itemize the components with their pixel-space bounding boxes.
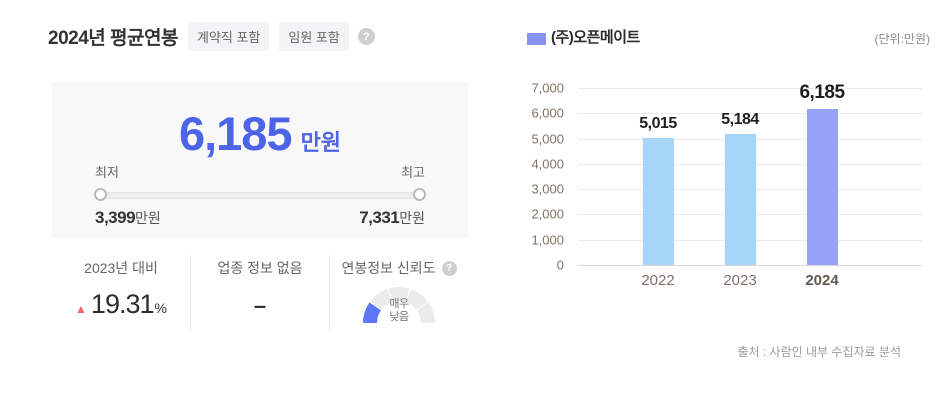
- salary-range: 최저 최고 3,399 만원 7,331 만원: [94, 162, 426, 228]
- help-icon[interactable]: ?: [441, 260, 457, 276]
- gauge-segment: [405, 288, 428, 311]
- bar-2022: [642, 138, 674, 265]
- salary-header: 2024년 평균연봉 계약직 포함 임원 포함 ?: [48, 22, 375, 51]
- range-min-value: 3,399 만원: [95, 208, 161, 227]
- yoy-label: 2023년 대비: [84, 260, 158, 276]
- yoy-value-row: ▲ 19.31 %: [52, 289, 190, 320]
- y-axis-tick: 5,000: [531, 131, 564, 147]
- unit-label: (단위:만원): [874, 32, 931, 46]
- source-note: 출처 : 사람인 내부 수집자료 분석: [737, 345, 901, 359]
- up-arrow-icon: ▲: [75, 302, 87, 316]
- salary-range-values: 3,399 만원 7,331 만원: [95, 208, 425, 228]
- y-axis-tick: 4,000: [531, 156, 564, 172]
- slider-handle-max[interactable]: [413, 188, 426, 201]
- yoy-value: 19.31: [90, 289, 155, 319]
- legend-label: (주)오픈메이트: [551, 29, 640, 46]
- range-min-label: 최저: [95, 165, 119, 180]
- y-axis-tick: 0: [556, 257, 564, 273]
- legend-swatch: [527, 33, 546, 45]
- salary-range-slider-track: [94, 188, 426, 201]
- gauge-segment: [388, 287, 410, 303]
- x-axis-label: 2023: [723, 272, 757, 289]
- reliability-stat: 연봉정보 신뢰도 ? 매우 낮음: [330, 255, 468, 331]
- y-axis: 0 1,000 2,000 3,000 4,000 5,000 6,000 7,000: [518, 81, 570, 273]
- gauge-segment-active: [363, 302, 382, 324]
- reliability-label-row: 연봉정보 신뢰도 ?: [330, 258, 468, 278]
- slider-handle-min[interactable]: [94, 188, 107, 201]
- average-salary-unit: 만원: [300, 130, 342, 155]
- help-icon[interactable]: ?: [357, 28, 375, 45]
- y-axis-tick: 3,000: [531, 181, 564, 197]
- industry-label: 업종 정보 없음: [217, 260, 303, 276]
- gauge-segment: [370, 288, 393, 311]
- x-axis-label: 2022: [641, 272, 675, 289]
- reliability-label: 연봉정보 신뢰도: [341, 260, 436, 276]
- range-max-value: 7,331 만원: [359, 208, 425, 227]
- x-axis-label: 2024: [805, 272, 839, 289]
- average-salary-card: 6,185 만원 최저 최고 3,399 만원 7,331 만원: [52, 82, 468, 238]
- bar-value-label: 5,015: [639, 115, 677, 133]
- industry-value: –: [253, 293, 267, 318]
- bar-2024: [806, 108, 838, 265]
- gridline: [578, 265, 922, 266]
- yoy-stat: 2023년 대비 ▲ 19.31 %: [52, 255, 190, 331]
- reliability-gauge-text: 매우 낮음: [389, 298, 409, 323]
- average-salary-value: 6,185: [178, 107, 293, 160]
- bar-chart-plot: 5,015 2022 5,184 2023 6,185 2024: [578, 82, 922, 289]
- average-salary-amount-row: 6,185 만원: [52, 82, 468, 161]
- range-max-label: 최고: [401, 165, 425, 180]
- y-axis-tick: 1,000: [531, 232, 564, 248]
- tag-executives-included: 임원 포함: [279, 22, 349, 51]
- bar-value-label: 5,184: [721, 110, 759, 128]
- y-axis-tick: 6,000: [531, 105, 564, 121]
- y-axis-tick: 2,000: [531, 206, 564, 222]
- gridline: [578, 88, 922, 89]
- salary-range-labels: 최저 최고: [95, 162, 425, 181]
- bar-value-label: 6,185: [799, 81, 845, 103]
- gauge-segment: [416, 302, 435, 324]
- tag-contract-included: 계약직 포함: [187, 22, 270, 51]
- y-axis-tick: 7,000: [531, 80, 564, 96]
- industry-stat: 업종 정보 없음 –: [190, 255, 330, 331]
- stats-row: 2023년 대비 ▲ 19.31 % 업종 정보 없음 – 연봉정보 신뢰도 ?…: [52, 255, 468, 331]
- gridline: [578, 113, 922, 115]
- yoy-percent-sign: %: [154, 300, 167, 316]
- reliability-gauge-svg: [363, 287, 435, 324]
- reliability-gauge: 매우 낮음: [361, 285, 437, 327]
- page-title: 2024년 평균연봉: [48, 28, 178, 49]
- bar-2023: [724, 133, 756, 265]
